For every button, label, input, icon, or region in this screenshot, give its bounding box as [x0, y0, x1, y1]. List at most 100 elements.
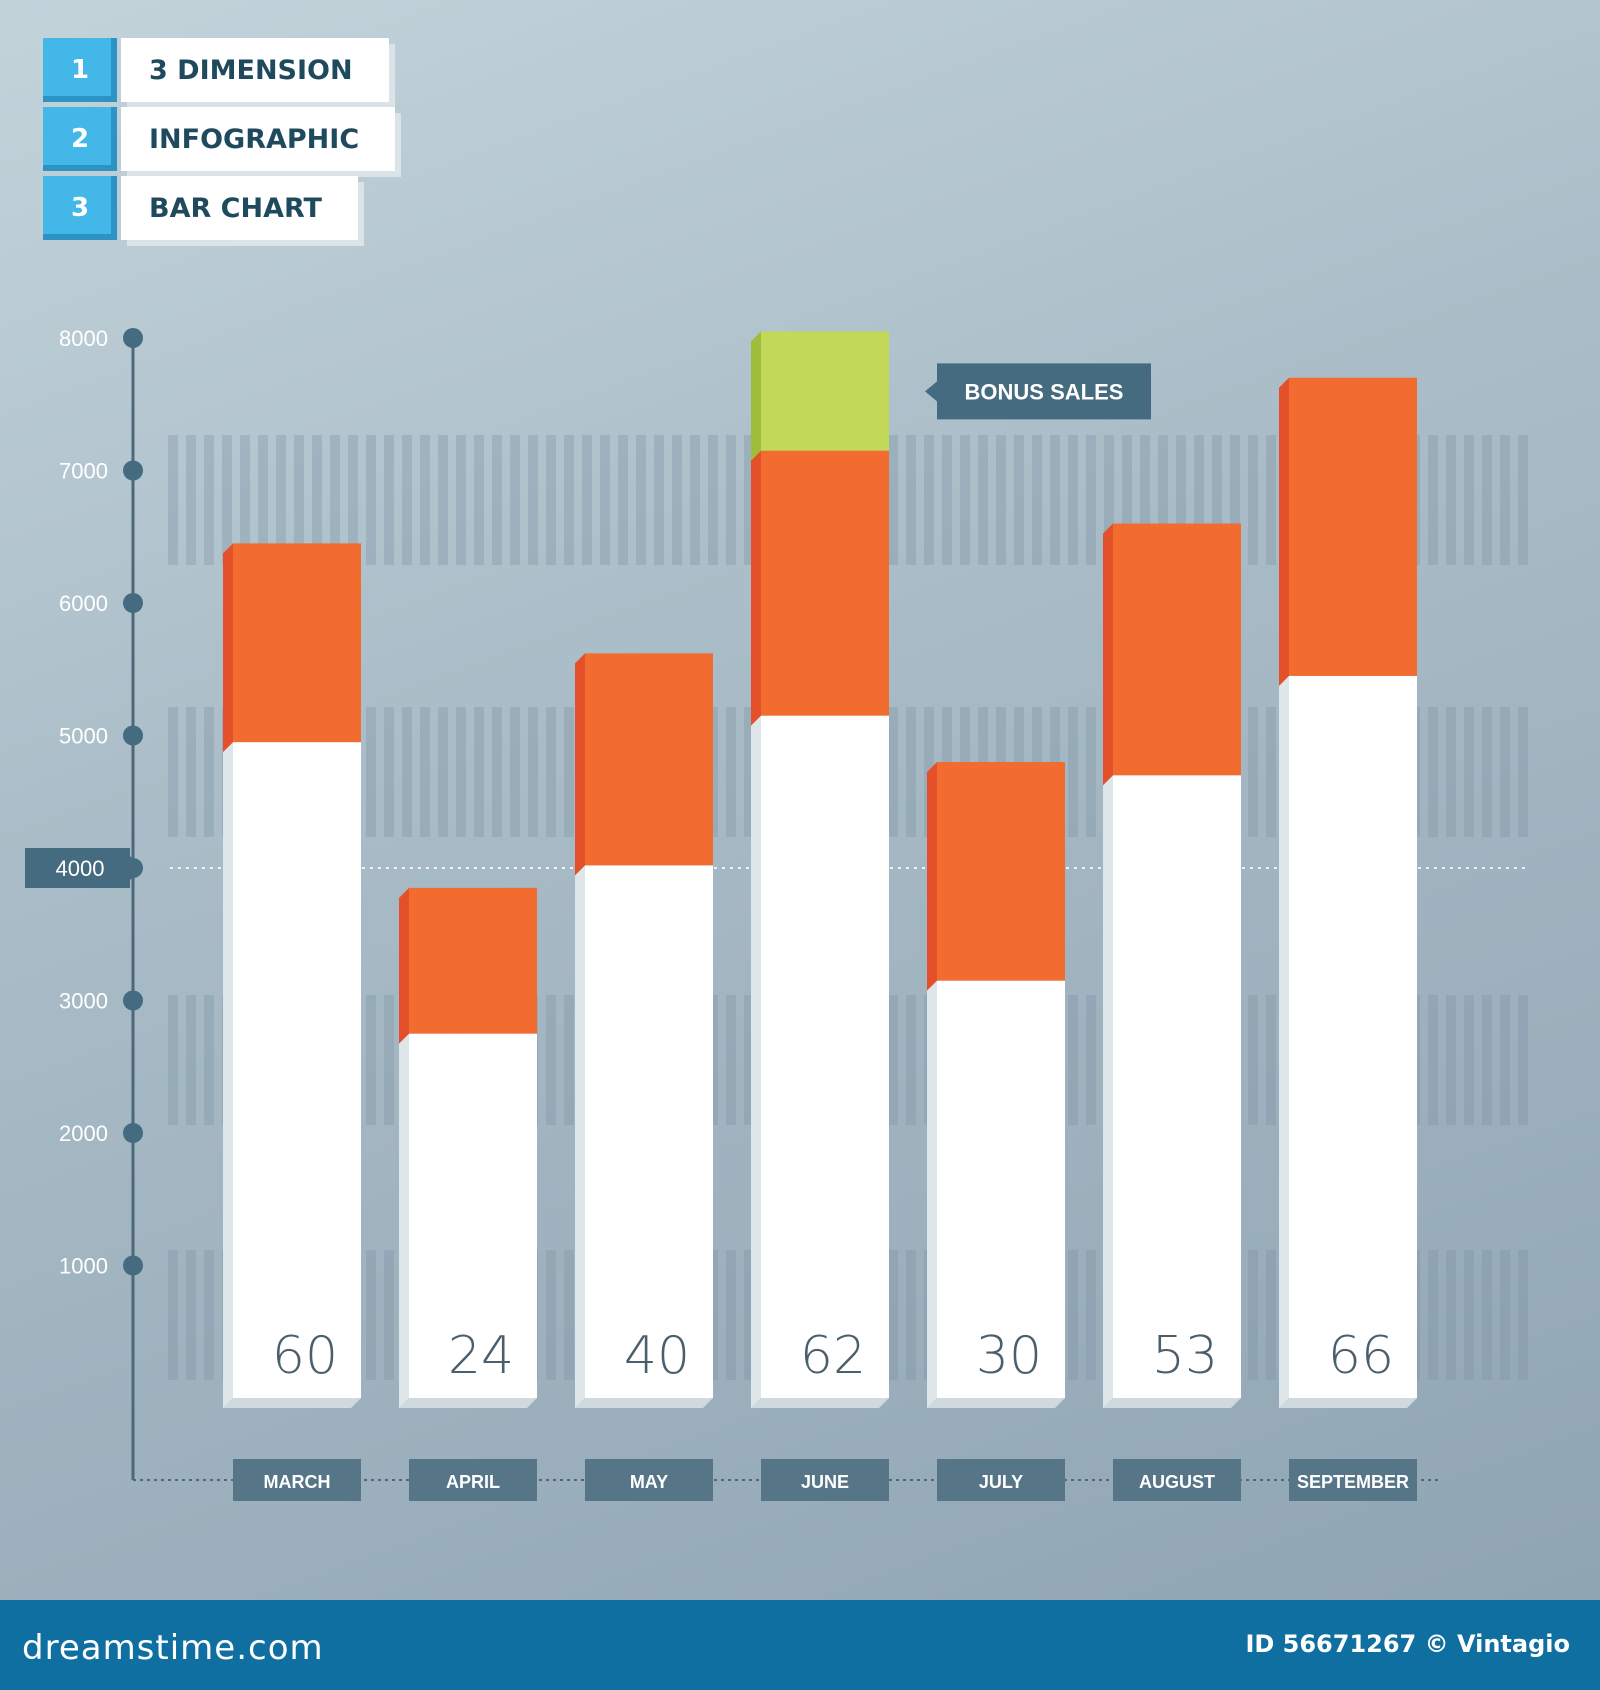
- bar-segment: [937, 762, 1065, 981]
- y-tick-label: 8000: [59, 326, 108, 351]
- stripe: [1248, 707, 1258, 837]
- stripe: [726, 1250, 736, 1380]
- y-tick-label: 2000: [59, 1121, 108, 1146]
- stripe: [690, 435, 700, 565]
- stripe: [942, 435, 952, 565]
- stripe: [996, 435, 1006, 565]
- stripe: [744, 435, 754, 565]
- stripe: [1500, 707, 1510, 837]
- stripe: [582, 435, 592, 565]
- bar-base: [399, 1398, 537, 1408]
- stripe: [618, 435, 628, 565]
- bar-value-label: 30: [976, 1326, 1042, 1386]
- y-tick-dot: [123, 725, 143, 746]
- stripe: [546, 1250, 556, 1380]
- stripe: [510, 435, 520, 565]
- legend-number: 2: [43, 107, 117, 171]
- stripe: [240, 435, 250, 565]
- bar-segment: [1113, 775, 1241, 1398]
- stripe: [1086, 995, 1096, 1125]
- y-tick-highlight: [25, 848, 130, 888]
- bar-segment: [761, 450, 889, 716]
- stripe: [1500, 1250, 1510, 1380]
- category-label: MAY: [630, 1472, 668, 1492]
- stripe: [726, 707, 736, 837]
- stripe: [276, 435, 286, 565]
- stripe: [384, 1250, 394, 1380]
- bar-segment: [1113, 523, 1241, 776]
- y-axis-ticks: 1000 2000 3000 4000 5000 6000 7000 8000: [25, 326, 143, 1279]
- legend-item-2: 2 INFOGRAPHIC: [43, 107, 396, 171]
- stripe: [1086, 435, 1096, 565]
- stripe: [366, 707, 376, 837]
- stripe: [204, 1250, 214, 1380]
- stripe: [420, 435, 430, 565]
- stripe: [1068, 435, 1078, 565]
- stripe: [438, 435, 448, 565]
- x-axis-categories: MARCH APRIL MAY JUNE JULY AUGUST SEPTEMBER: [233, 1459, 1417, 1501]
- stripe: [564, 995, 574, 1125]
- stripe: [1248, 435, 1258, 565]
- bar-side: [1279, 377, 1289, 686]
- stripe: [186, 707, 196, 837]
- stripe: [1212, 435, 1222, 565]
- legend-number: 1: [43, 38, 117, 102]
- stripe: [474, 435, 484, 565]
- bar-base: [927, 1398, 1065, 1408]
- legend-label: INFOGRAPHIC: [121, 107, 396, 171]
- stripe: [1464, 707, 1474, 837]
- stripe: [744, 707, 754, 837]
- stripe: [204, 995, 214, 1125]
- stripe: [708, 435, 718, 565]
- y-tick-label: 7000: [59, 459, 108, 484]
- category-badge: [761, 1459, 889, 1501]
- stripe: [906, 435, 916, 565]
- stripe: [312, 435, 322, 565]
- category-badge: [233, 1459, 361, 1501]
- stripe: [906, 707, 916, 837]
- bar-segment: [409, 887, 537, 1034]
- stripe: [1482, 707, 1492, 837]
- stripe: [348, 435, 358, 565]
- category-label: JUNE: [801, 1472, 849, 1492]
- y-tick-dot: [123, 1123, 143, 1143]
- legend-item-3: 3 BAR CHART: [43, 176, 383, 240]
- stripe: [1464, 995, 1474, 1125]
- stripe: [366, 1250, 376, 1380]
- bar-april: 24: [399, 887, 537, 1408]
- stripe: [492, 707, 502, 837]
- stripe: [1014, 435, 1024, 565]
- stripe: [204, 707, 214, 837]
- bar-march: 60: [223, 543, 361, 1408]
- stripe: [1086, 1250, 1096, 1380]
- stripe: [888, 435, 898, 565]
- stripe: [420, 707, 430, 837]
- y-tick-label: 6000: [59, 591, 108, 616]
- stripe: [888, 995, 898, 1125]
- stripe: [492, 435, 502, 565]
- stripe: [384, 435, 394, 565]
- stripe: [438, 707, 448, 837]
- stripe: [888, 1250, 898, 1380]
- stripe: [1068, 995, 1078, 1125]
- stripe: [546, 707, 556, 837]
- stripe: [1446, 707, 1456, 837]
- bar-september: 66: [1279, 377, 1417, 1408]
- y-tick-dot: [123, 1255, 143, 1276]
- legend-label: 3 DIMENSION: [121, 38, 389, 102]
- y-tick-dot: [123, 460, 143, 481]
- stripe: [456, 435, 466, 565]
- bar-value-label: 24: [448, 1326, 514, 1386]
- bar-segment: [585, 865, 713, 1398]
- stripe: [1464, 1250, 1474, 1380]
- bar-segment: [761, 331, 889, 451]
- stripe: [1446, 995, 1456, 1125]
- stripe: [978, 435, 988, 565]
- stripe: [222, 435, 232, 565]
- bar-side: [223, 543, 233, 753]
- bar-side: [575, 653, 585, 876]
- bar-august: 53: [1103, 523, 1241, 1408]
- stripe: [1032, 435, 1042, 565]
